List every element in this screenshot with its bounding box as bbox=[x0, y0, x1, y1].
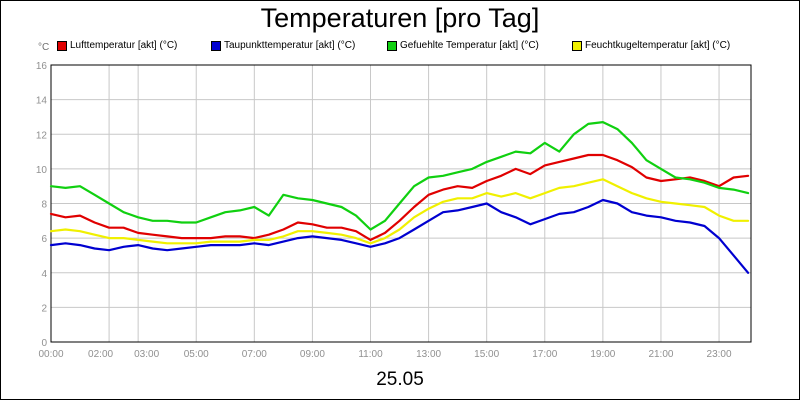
y-tick-label: 4 bbox=[41, 269, 47, 280]
legend-swatch-feuchtkugeltemperatur bbox=[572, 41, 582, 51]
series-line-1 bbox=[49, 198, 750, 274]
y-tick-label: 2 bbox=[41, 303, 47, 314]
x-tick-label: 00:00 bbox=[38, 349, 63, 360]
series-line-0 bbox=[49, 153, 750, 241]
x-tick-label: 07:00 bbox=[242, 349, 267, 360]
x-tick-label: 17:00 bbox=[532, 349, 557, 360]
y-tick-label: 14 bbox=[36, 96, 48, 107]
series-line-3 bbox=[49, 178, 750, 245]
plot-border bbox=[50, 64, 752, 343]
x-tick-label: 19:00 bbox=[590, 349, 615, 360]
x-tick-label: 03:00 bbox=[134, 349, 159, 360]
x-tick-label: 11:00 bbox=[358, 349, 383, 360]
y-tick-label: 6 bbox=[41, 234, 47, 245]
legend-swatch-lufttemperatur bbox=[57, 41, 67, 51]
y-tick-label: 8 bbox=[41, 200, 47, 211]
legend-label-taupunkttemperatur: Taupunkttemperatur [akt] (°C) bbox=[224, 40, 356, 51]
y-tick-label: 12 bbox=[36, 130, 48, 141]
series-line-2 bbox=[49, 120, 750, 231]
x-axis-caption: 25.05 bbox=[376, 369, 424, 390]
legend-label-gefuehlte-temperatur: Gefuehlte Temperatur [akt] (°C) bbox=[400, 40, 539, 51]
legend-label-feuchtkugeltemperatur: Feuchtkugeltemperatur [akt] (°C) bbox=[585, 40, 731, 51]
y-tick-label: 0 bbox=[41, 338, 47, 349]
x-tick-label: 15:00 bbox=[474, 349, 499, 360]
y-unit-label: °C bbox=[38, 42, 50, 53]
x-tick-label: 13:00 bbox=[416, 349, 441, 360]
x-tick-label: 02:00 bbox=[88, 349, 113, 360]
x-tick-label: 05:00 bbox=[184, 349, 209, 360]
chart-title: Temperaturen [pro Tag] bbox=[260, 3, 540, 33]
legend-label-lufttemperatur: Lufttemperatur [akt] (°C) bbox=[70, 40, 178, 51]
legend-swatch-gefuehlte-temperatur bbox=[387, 41, 397, 51]
y-tick-label: 10 bbox=[36, 165, 48, 176]
x-tick-label: 23:00 bbox=[707, 349, 732, 360]
y-tick-label: 16 bbox=[36, 61, 48, 72]
legend-swatch-taupunkttemperatur bbox=[211, 41, 221, 51]
x-tick-label: 09:00 bbox=[300, 349, 325, 360]
x-tick-label: 21:00 bbox=[648, 349, 673, 360]
